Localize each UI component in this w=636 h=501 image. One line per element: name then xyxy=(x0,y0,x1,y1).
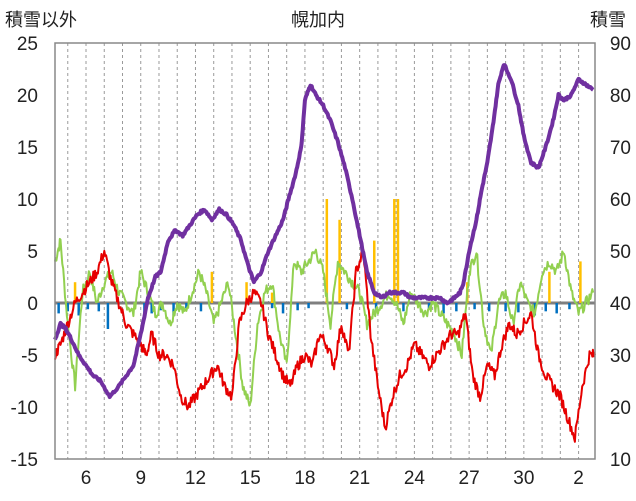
bar xyxy=(185,303,188,309)
bar xyxy=(402,303,405,312)
x-tick-label: 24 xyxy=(404,468,426,489)
bar xyxy=(568,303,571,310)
bar xyxy=(77,303,80,316)
bar xyxy=(172,303,175,316)
bar xyxy=(245,282,248,303)
x-tick-label: 30 xyxy=(513,468,534,489)
left-axis-label: 積雪以外 xyxy=(5,10,77,31)
bar xyxy=(555,303,558,314)
left-tick-label: -15 xyxy=(11,450,38,471)
left-tick-label: 20 xyxy=(17,86,38,107)
left-tick-label: 5 xyxy=(27,242,38,263)
bar xyxy=(270,292,274,303)
bar xyxy=(544,303,547,312)
bar xyxy=(473,303,476,310)
bar xyxy=(393,199,396,303)
bar xyxy=(517,303,520,313)
x-tick-label: 27 xyxy=(459,468,480,489)
left-tick-label: 0 xyxy=(27,294,38,315)
bar xyxy=(97,303,101,312)
bar xyxy=(442,303,445,314)
bar xyxy=(150,303,153,314)
left-tick-label: -10 xyxy=(11,398,38,419)
bar xyxy=(296,303,299,311)
x-tick-label: 15 xyxy=(240,468,261,489)
bar xyxy=(281,303,285,314)
x-tick-label: 18 xyxy=(294,468,315,489)
bar xyxy=(106,303,110,329)
bar xyxy=(307,303,310,309)
bar xyxy=(86,303,90,310)
tick-labels: -15 -10 -5 0 5 10 15 20 25 10 20 30 40 50 60 70 80 90 6 9 12… xyxy=(11,34,631,489)
bar xyxy=(270,303,274,309)
right-tick-label: 80 xyxy=(610,86,631,107)
bar xyxy=(373,240,376,303)
right-tick-label: 50 xyxy=(610,242,631,263)
right-tick-label: 70 xyxy=(610,138,631,159)
right-tick-label: 90 xyxy=(610,34,631,55)
bar xyxy=(199,303,203,312)
snow-depth-line xyxy=(53,63,595,399)
left-tick-label: 25 xyxy=(17,34,38,55)
bar xyxy=(73,282,77,303)
right-tick-label: 60 xyxy=(610,190,631,211)
temperature-line xyxy=(54,237,595,407)
line-series xyxy=(53,63,596,443)
left-tick-label: 10 xyxy=(17,190,38,211)
bar xyxy=(579,261,582,303)
x-tick-label: 12 xyxy=(185,468,206,489)
right-axis-label: 積雪 xyxy=(590,10,626,31)
right-tick-label: 20 xyxy=(610,398,631,419)
right-tick-label: 40 xyxy=(610,294,631,315)
left-tick-label: -5 xyxy=(21,346,38,367)
x-tick-label: 6 xyxy=(81,468,92,489)
bar xyxy=(396,199,400,303)
bar xyxy=(504,303,507,312)
right-tick-label: 30 xyxy=(610,346,631,367)
bar xyxy=(548,271,551,303)
bar xyxy=(338,219,341,303)
temperature-line xyxy=(54,248,596,443)
chart-title: 幌加内 xyxy=(291,10,345,31)
plot-area-border xyxy=(54,42,596,460)
x-tick-label: 2 xyxy=(573,468,584,489)
bar xyxy=(210,271,214,303)
bar xyxy=(57,303,60,314)
bar xyxy=(325,199,329,303)
right-tick-label: 10 xyxy=(610,450,631,471)
x-tick-label: 9 xyxy=(135,468,146,489)
bar xyxy=(487,303,491,312)
bar xyxy=(66,303,70,312)
left-tick-label: 15 xyxy=(17,138,38,159)
x-tick-label: 21 xyxy=(349,468,370,489)
bar xyxy=(455,303,458,312)
bar xyxy=(345,303,349,310)
